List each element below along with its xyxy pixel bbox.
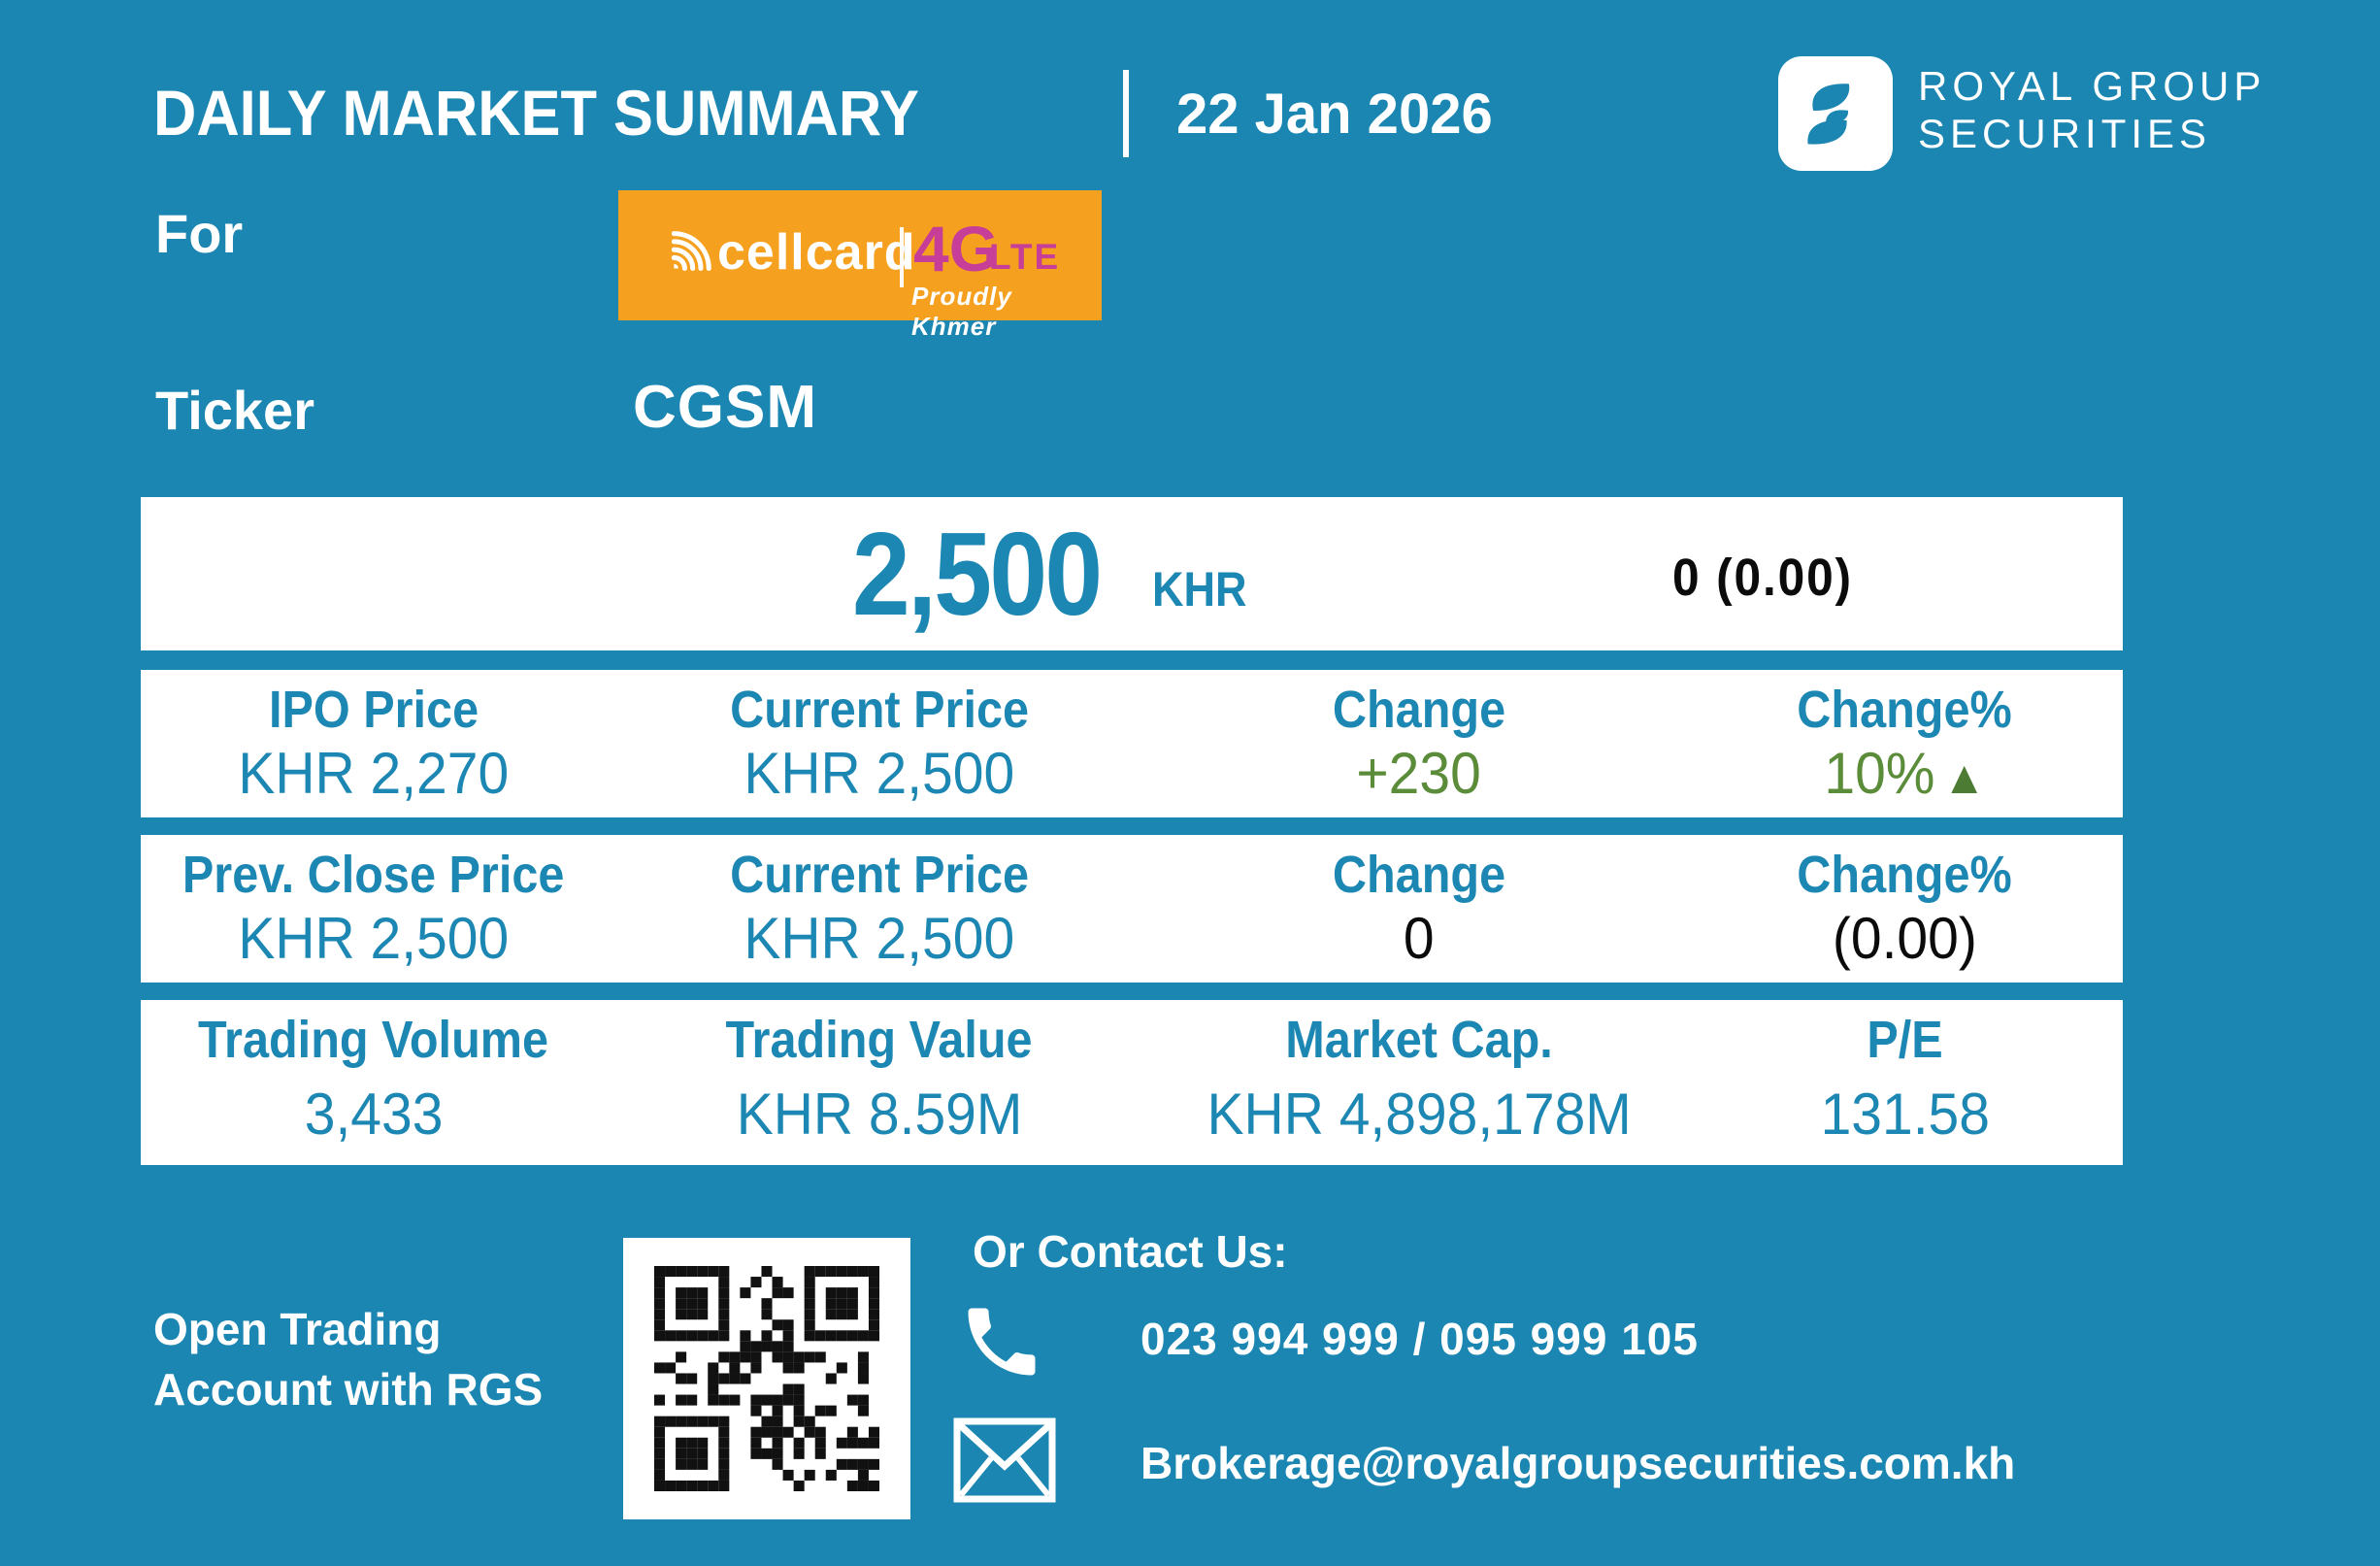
ticker-value: CGSM	[633, 374, 817, 441]
page-title-text: DAILY MARKET SUMMARY	[153, 77, 919, 149]
qr-code-image	[654, 1266, 879, 1491]
currency-label: KHR	[1152, 562, 1247, 616]
rgs-leaf-monogram-icon	[1807, 83, 1850, 145]
cellcard-signal-arcs-icon	[671, 231, 711, 272]
qr-code	[623, 1238, 910, 1519]
email-icon	[951, 1416, 1058, 1510]
ipo-stats-row: IPO Price KHR 2,270 Current Price KHR 2,…	[141, 670, 2123, 817]
contact-heading: Or Contact Us:	[973, 1226, 1288, 1277]
stat-trading-value: Trading Value KHR 8.59M	[725, 1011, 1033, 1147]
stat-current-price-1: Current Price KHR 2,500	[729, 681, 1029, 806]
brand-line2: SECURITIES	[1918, 111, 2212, 156]
last-price: 2,500	[852, 508, 1103, 640]
ticker-label: Ticker	[155, 380, 314, 441]
stat-current-price-2: Current Price KHR 2,500	[729, 846, 1029, 971]
stat-trading-volume: Trading Volume 3,433	[198, 1011, 549, 1147]
cellcard-logo: cellcard 4G LTE Proudly Khmer	[618, 190, 1102, 341]
cta-line1: Open Trading	[153, 1304, 442, 1354]
stat-ipo-price: IPO Price KHR 2,270	[238, 681, 510, 806]
stat-change-1: Change +230	[1332, 681, 1506, 806]
prev-close-stats-row: Prev. Close Price KHR 2,500 Current Pric…	[141, 835, 2123, 983]
price-change-summary: 0 (0.00)	[1672, 549, 1853, 607]
stat-change-2: Change 0	[1332, 846, 1506, 971]
price-panel: 2,500 KHR 0 (0.00)	[141, 497, 2123, 650]
phone-icon	[957, 1297, 1046, 1391]
phone-numbers: 023 994 999 / 095 999 105	[1140, 1314, 1699, 1364]
brand-line1: ROYAL GROUP	[1918, 63, 2266, 109]
rgs-logo-icon	[1778, 56, 1893, 171]
stat-change-pct-1: Change% 10% ▲	[1797, 681, 2013, 806]
header-divider	[1123, 70, 1129, 157]
cta-line2: Account with RGS	[153, 1364, 544, 1415]
trading-stats-row: Trading Volume 3,433 Trading Value KHR 8…	[141, 1000, 2123, 1165]
cellcard-tagline: Proudly Khmer	[911, 282, 1012, 341]
cellcard-logo-divider	[900, 227, 904, 287]
stat-pe-ratio: P/E 131.58	[1820, 1011, 1990, 1147]
stat-change-pct-2: Change% (0.00)	[1797, 846, 2013, 971]
cellcard-wordmark: cellcard	[717, 224, 916, 281]
rgs-brand-text: ROYAL GROUP SECURITIES	[1918, 62, 2265, 157]
for-label: For	[155, 203, 244, 264]
up-triangle-icon: ▲	[1941, 752, 1986, 804]
cellcard-lte-label: LTE	[989, 237, 1061, 277]
stat-prev-close-price: Prev. Close Price KHR 2,500	[182, 846, 565, 971]
open-account-cta: Open Trading Account with RGS	[153, 1299, 543, 1419]
rgs-brand: ROYAL GROUP SECURITIES	[1778, 56, 2265, 171]
cellcard-4g-label: 4G	[913, 213, 1000, 284]
page-title: DAILY MARKET SUMMARY	[153, 76, 976, 150]
stat-market-cap: Market Cap. KHR 4,898,178M	[1207, 1011, 1632, 1147]
email-address: Brokerage@royalgroupsecurities.com.kh	[1140, 1438, 2016, 1488]
report-date: 22 Jan 2026	[1176, 83, 1493, 146]
